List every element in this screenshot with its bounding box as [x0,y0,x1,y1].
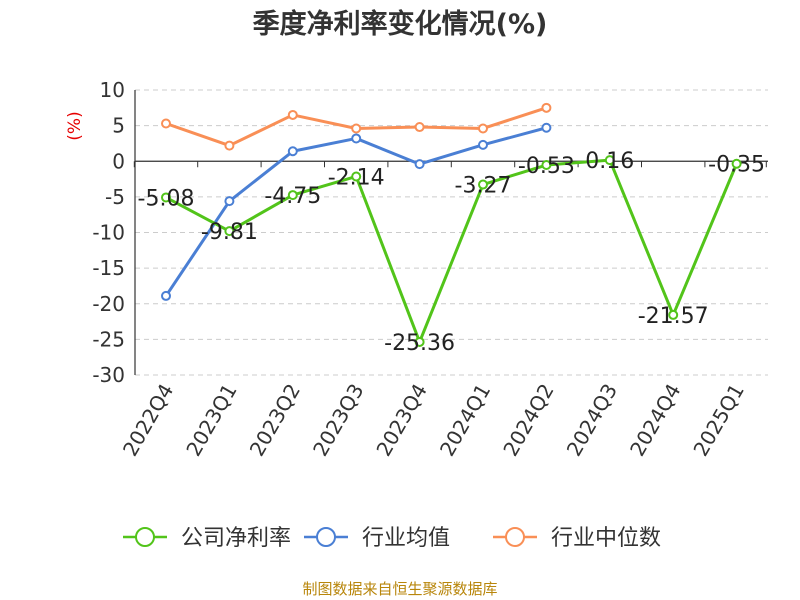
y-tick-label: -5 [105,185,125,209]
data-label: -0.53 [518,154,575,179]
data-label: 0.16 [585,149,634,174]
data-point [541,160,552,171]
y-tick-label: -20 [92,292,125,316]
data-point [224,196,235,207]
data-label: -21.57 [638,304,709,329]
data-point [478,179,488,190]
x-tick-label: 2025Q1 [688,380,748,461]
data-point [161,290,171,301]
data-point [351,171,362,182]
series-lines [161,102,742,347]
grid-lines [135,89,768,376]
data-point [414,122,425,133]
data-point [287,146,298,157]
x-tick-label: 2024Q2 [498,380,558,461]
x-tick-label: 2023Q3 [308,380,368,461]
y-tick-label: 5 [112,114,125,138]
legend: 公司净利率 行业均值 行业中位数 [123,526,661,551]
x-tick-label: 2023Q2 [245,380,305,461]
legend-marker [505,527,525,547]
legend-marker [135,527,155,547]
data-label: -5.08 [138,186,195,211]
series-line-0 [165,158,738,344]
legend-marker [316,527,336,547]
data-point [287,109,298,120]
data-point [287,190,298,201]
data-label: -25.36 [384,331,455,356]
data-point [541,122,552,133]
x-tick-label: 2024Q3 [562,380,622,461]
data-point [351,133,362,144]
legend-label: 行业均值 [362,526,450,551]
x-tick-label: 2023Q4 [371,380,431,461]
data-point [161,192,171,203]
data-labels: -5.08-9.81-4.75 -2.14 -25.36 -3.27-0.53 0.16… [138,149,766,356]
y-tick-label: -15 [92,256,125,280]
data-point [731,158,742,169]
data-point [541,102,552,113]
legend-label: 行业中位数 [551,526,661,551]
source-note: 制图数据来自恒生聚源数据库 [302,580,497,598]
legend-label: 公司净利率 [181,526,291,551]
y-tick-label: -30 [92,363,125,387]
data-point [224,140,235,151]
data-point [224,226,235,237]
data-point [478,123,488,134]
x-tick-label: 2022Q4 [118,380,178,461]
y-axis-unit-label: (%) [65,111,85,140]
data-point [414,159,425,170]
y-tick-label: -10 [92,221,125,245]
x-tick-label: 2023Q1 [181,380,241,461]
data-point [414,336,425,347]
x-tick-label: 2024Q1 [435,380,495,461]
y-tick-label: 10 [100,78,125,102]
data-point [604,155,615,166]
x-tick-label: 2024Q4 [625,380,685,461]
data-point [351,123,362,134]
y-tick-label: 0 [112,149,125,173]
data-label: -2.14 [328,165,385,190]
data-point [161,118,171,129]
series-line-1 [164,126,547,297]
y-tick-label: -25 [92,327,125,351]
chart-title: 季度净利率变化情况(%) [253,8,548,40]
data-label: -0.35 [708,153,765,178]
data-label: -4.75 [264,184,321,209]
data-point [668,309,679,320]
data-label: -9.81 [201,220,258,245]
data-point [478,139,488,150]
data-label: -3.27 [455,174,512,199]
